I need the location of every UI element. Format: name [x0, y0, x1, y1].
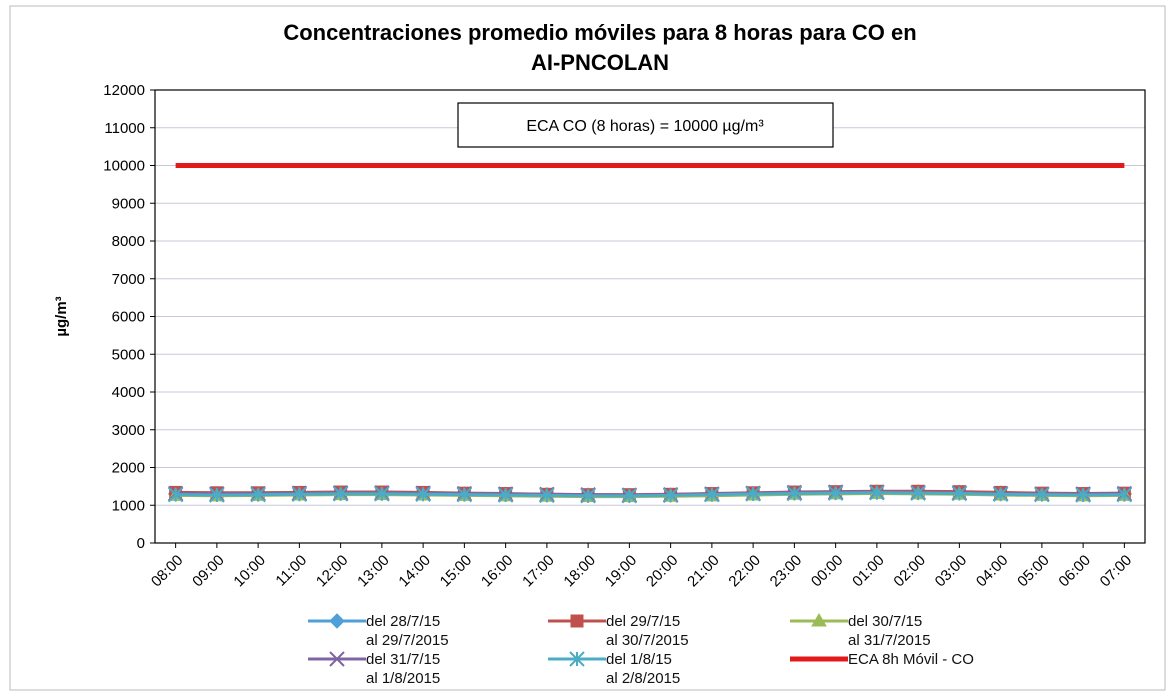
- marker: [951, 485, 968, 502]
- y-tick-label: 1000: [112, 497, 145, 514]
- legend-label: ECA 8h Móvil - CO: [848, 651, 974, 668]
- legend-label: del 28/7/15 al 29/7/2015: [366, 613, 449, 649]
- y-tick-label: 3000: [112, 422, 145, 439]
- annotation-box: [457, 102, 834, 148]
- marker: [569, 651, 585, 667]
- legend-label: del 29/7/15 al 30/7/2015: [606, 613, 689, 649]
- marker: [374, 486, 390, 502]
- marker: [497, 487, 514, 503]
- y-tick-label: 12000: [103, 82, 145, 99]
- legend-label: del 1/8/15 al 2/8/2015: [606, 651, 681, 687]
- marker: [291, 486, 308, 503]
- marker: [329, 651, 345, 667]
- marker: [209, 487, 225, 503]
- legend-label: del 30/7/15 al 31/7/2015: [848, 613, 931, 649]
- marker: [456, 486, 473, 503]
- marker: [811, 613, 827, 627]
- y-tick-label: 10000: [103, 158, 145, 175]
- marker: [580, 488, 596, 504]
- y-tick-label: 2000: [112, 460, 145, 477]
- marker: [415, 486, 431, 503]
- y-tick-label: 9000: [112, 195, 145, 212]
- marker: [662, 487, 679, 504]
- marker: [745, 486, 761, 502]
- marker: [167, 486, 184, 503]
- chart-title: Concentraciones promedio móviles para 8 …: [283, 20, 916, 75]
- marker: [1116, 486, 1133, 503]
- y-axis-label: µg/m³: [53, 296, 70, 336]
- marker: [1075, 487, 1091, 503]
- legend-label: del 31/7/15 al 1/8/2015: [366, 651, 441, 687]
- y-tick-label: 5000: [112, 346, 145, 363]
- marker: [539, 487, 555, 504]
- marker: [332, 486, 349, 502]
- marker: [570, 614, 584, 628]
- y-tick-label: 0: [137, 535, 145, 552]
- marker: [827, 485, 844, 501]
- marker: [1034, 486, 1050, 503]
- marker: [869, 485, 885, 501]
- y-tick-label: 6000: [112, 309, 145, 326]
- y-tick-label: 7000: [112, 271, 145, 288]
- marker: [329, 613, 345, 629]
- marker: [992, 486, 1009, 503]
- y-tick-label: 8000: [112, 233, 145, 250]
- marker: [250, 486, 266, 503]
- marker: [621, 488, 638, 504]
- y-tick-label: 4000: [112, 384, 145, 401]
- marker: [910, 485, 926, 501]
- annotation: ECA CO (8 horas) = 10000 µg/m³: [526, 118, 764, 135]
- marker: [704, 486, 720, 503]
- plot-area: [154, 89, 1146, 544]
- marker: [786, 485, 803, 502]
- y-tick-label: 11000: [104, 120, 145, 137]
- series-line: [175, 491, 1125, 498]
